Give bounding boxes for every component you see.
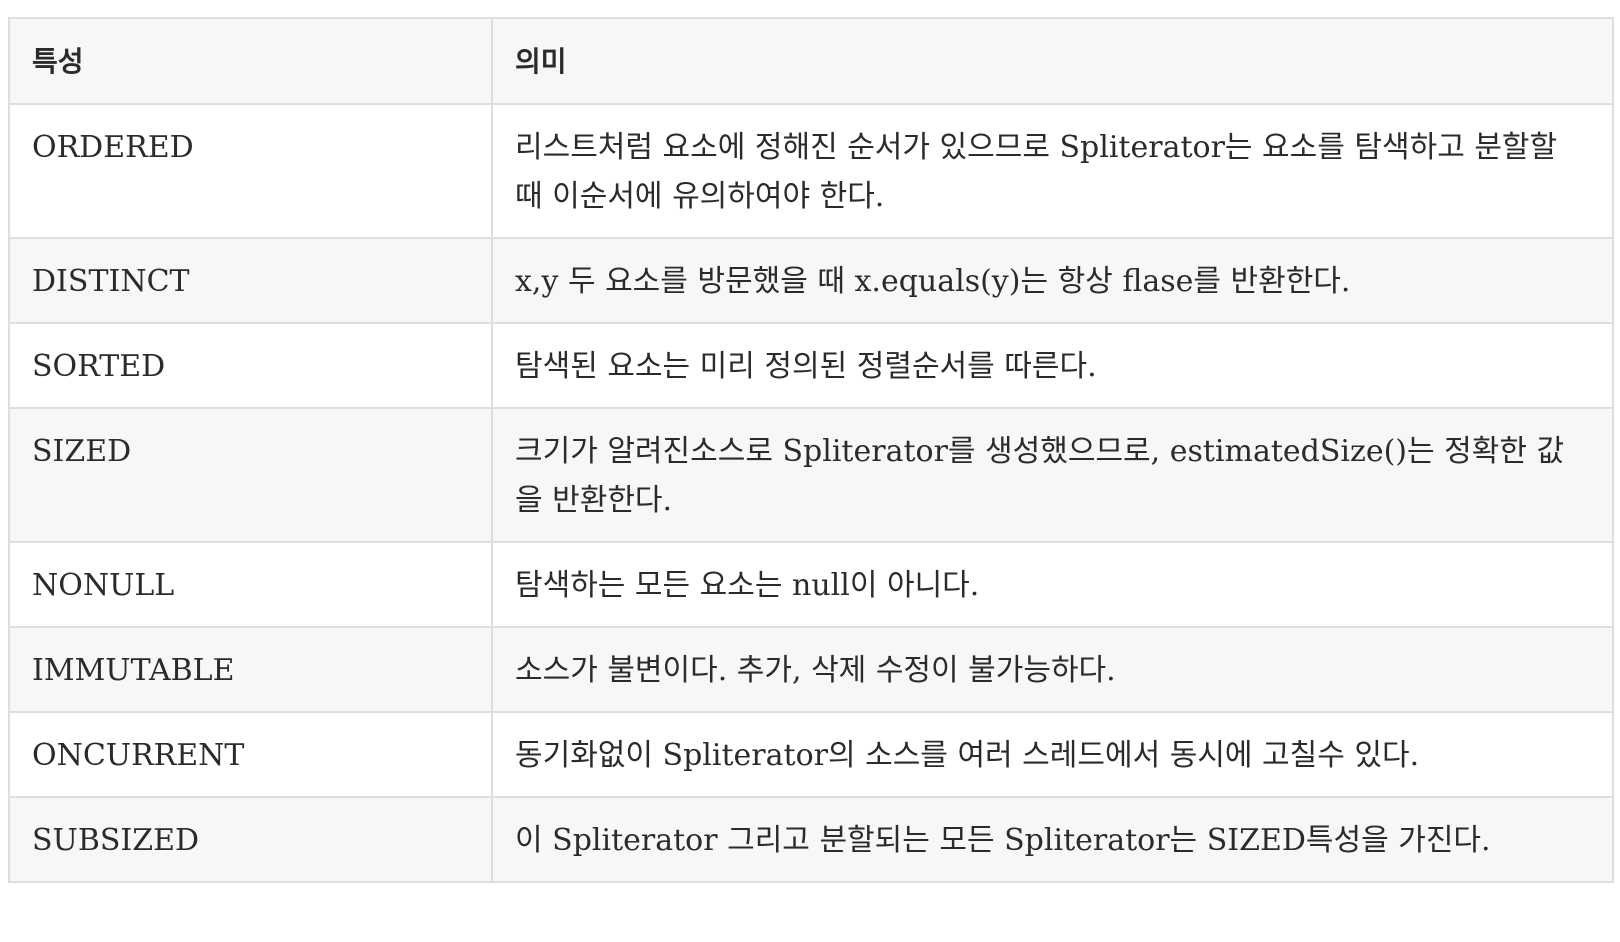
characteristic-meaning: 탐색된 요소는 미리 정의된 정렬순서를 따른다. (491, 322, 1614, 409)
table-row: IMMUTABLE 소스가 불변이다. 추가, 삭제 수정이 불가능하다. (8, 626, 1614, 713)
table-row: ONCURRENT 동기화없이 Spliterator의 소스를 여러 스레드에… (8, 711, 1614, 798)
header-row: 특성 의미 (8, 17, 1614, 105)
table-row: NONULL 탐색하는 모든 요소는 null이 아니다. (8, 541, 1614, 628)
header-meaning: 의미 (491, 17, 1614, 105)
table-row: ORDERED 리스트처럼 요소에 정해진 순서가 있으므로 Spliterat… (8, 103, 1614, 239)
table-row: SORTED 탐색된 요소는 미리 정의된 정렬순서를 따른다. (8, 322, 1614, 409)
characteristic-name: ONCURRENT (8, 711, 493, 798)
table-row: SUBSIZED 이 Spliterator 그리고 분할되는 모든 Split… (8, 796, 1614, 883)
characteristic-name: ORDERED (8, 103, 493, 239)
characteristic-name: SUBSIZED (8, 796, 493, 883)
characteristics-table-container: 특성 의미 ORDERED 리스트처럼 요소에 정해진 순서가 있으므로 Spl… (8, 17, 1614, 883)
characteristic-meaning: x,y 두 요소를 방문했을 때 x.equals(y)는 항상 flase를 … (491, 237, 1614, 324)
characteristic-meaning: 동기화없이 Spliterator의 소스를 여러 스레드에서 동시에 고칠수 … (491, 711, 1614, 798)
characteristic-meaning: 이 Spliterator 그리고 분할되는 모든 Spliterator는 S… (491, 796, 1614, 883)
characteristics-table: 특성 의미 ORDERED 리스트처럼 요소에 정해진 순서가 있으므로 Spl… (8, 17, 1614, 883)
table-body: ORDERED 리스트처럼 요소에 정해진 순서가 있으므로 Spliterat… (8, 103, 1614, 883)
characteristic-name: NONULL (8, 541, 493, 628)
characteristic-meaning: 탐색하는 모든 요소는 null이 아니다. (491, 541, 1614, 628)
table-header: 특성 의미 (8, 17, 1614, 105)
header-characteristic: 특성 (8, 17, 493, 105)
table-row: SIZED 크기가 알려진소스로 Spliterator를 생성했으므로, es… (8, 407, 1614, 543)
characteristic-name: IMMUTABLE (8, 626, 493, 713)
characteristic-meaning: 크기가 알려진소스로 Spliterator를 생성했으므로, estimate… (491, 407, 1614, 543)
characteristic-meaning: 소스가 불변이다. 추가, 삭제 수정이 불가능하다. (491, 626, 1614, 713)
characteristic-name: SIZED (8, 407, 493, 543)
characteristic-name: DISTINCT (8, 237, 493, 324)
characteristic-meaning: 리스트처럼 요소에 정해진 순서가 있으므로 Spliterator는 요소를 … (491, 103, 1614, 239)
characteristic-name: SORTED (8, 322, 493, 409)
table-row: DISTINCT x,y 두 요소를 방문했을 때 x.equals(y)는 항… (8, 237, 1614, 324)
